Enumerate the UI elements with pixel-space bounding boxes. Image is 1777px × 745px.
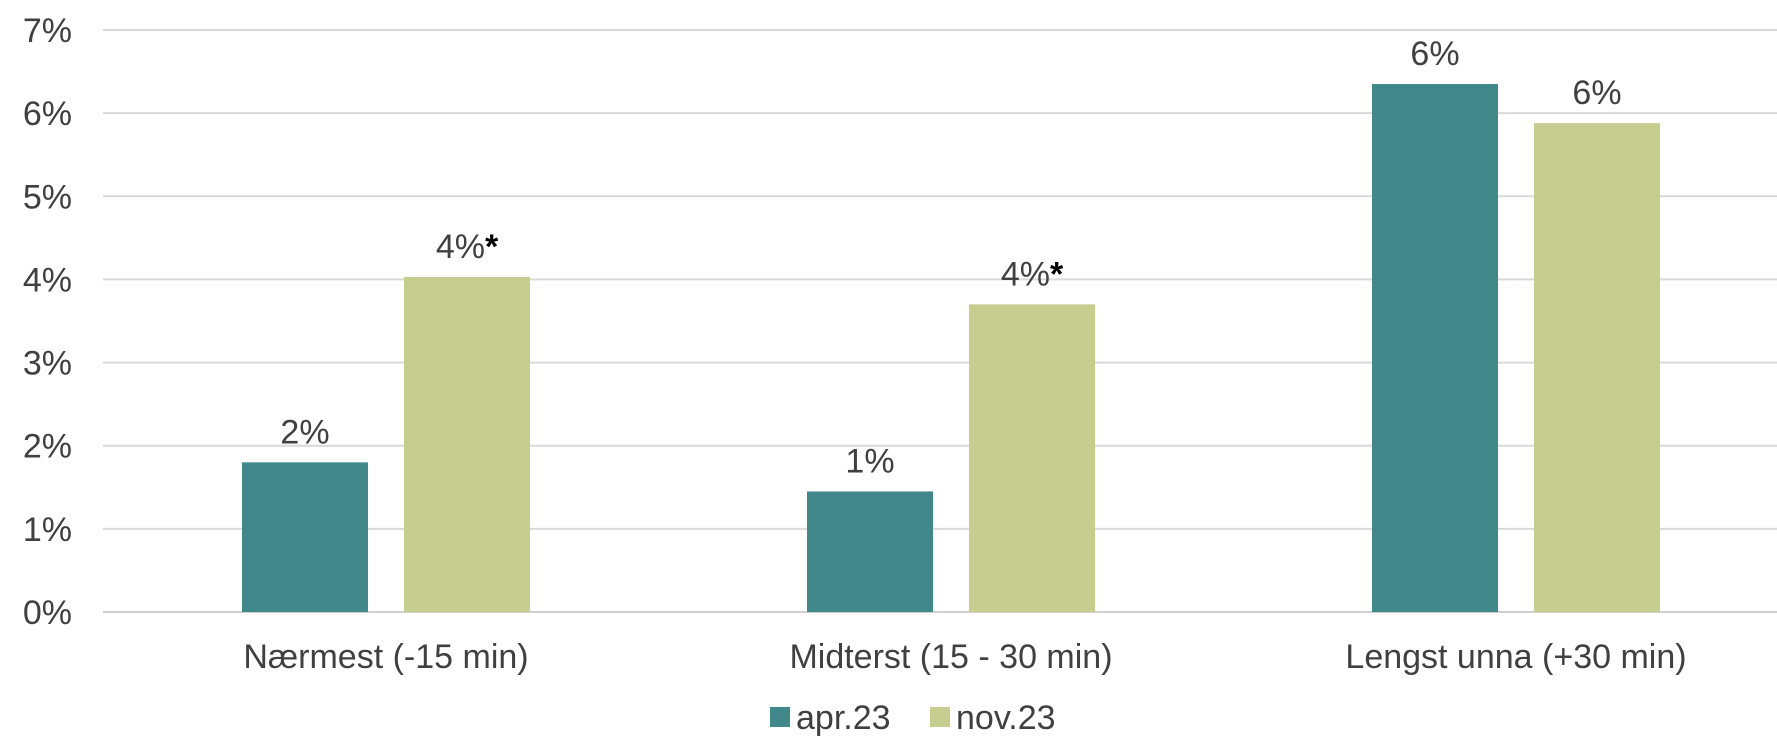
y-axis: 0% 1% 2% 3% 4% 5% 6% 7% [23,12,72,632]
data-label: 1% [845,442,894,480]
y-tick-label: 3% [23,345,72,383]
bar-nov23 [969,304,1095,612]
y-tick-label: 4% [23,261,72,299]
bar-apr23 [242,462,368,612]
data-label: 6% [1410,35,1459,73]
legend: apr.23 nov.23 [770,699,1056,737]
legend-label: nov.23 [956,699,1056,737]
y-tick-label: 7% [23,12,72,50]
x-category-label: Nærmest (-15 min) [243,638,528,676]
data-labels: 2% 4%* 1% 4%* 6% 6% [280,35,1621,480]
data-label: 4%* [1001,255,1064,293]
x-category-label: Midterst (15 - 30 min) [789,638,1112,676]
y-tick-label: 0% [23,594,72,632]
bar-apr23 [1372,84,1498,613]
data-label: 2% [280,413,329,451]
x-category-label: Lengst unna (+30 min) [1345,638,1686,676]
gridlines [103,29,1777,613]
bar-apr23 [807,491,933,612]
bar-nov23 [404,276,530,612]
y-tick-label: 2% [23,428,72,466]
x-axis: Nærmest (-15 min) Midterst (15 - 30 min) L… [243,638,1686,676]
legend-swatch [930,707,950,727]
legend-label: apr.23 [796,699,891,737]
y-tick-label: 5% [23,178,72,216]
y-tick-label: 6% [23,95,72,133]
bar-nov23 [1534,123,1660,613]
significance-mark: * [485,228,499,266]
data-label: 4%* [436,228,499,266]
data-label: 6% [1572,74,1621,112]
y-tick-label: 1% [23,511,72,549]
bars [242,84,1660,613]
legend-swatch [770,707,790,727]
significance-mark: * [1050,255,1064,293]
